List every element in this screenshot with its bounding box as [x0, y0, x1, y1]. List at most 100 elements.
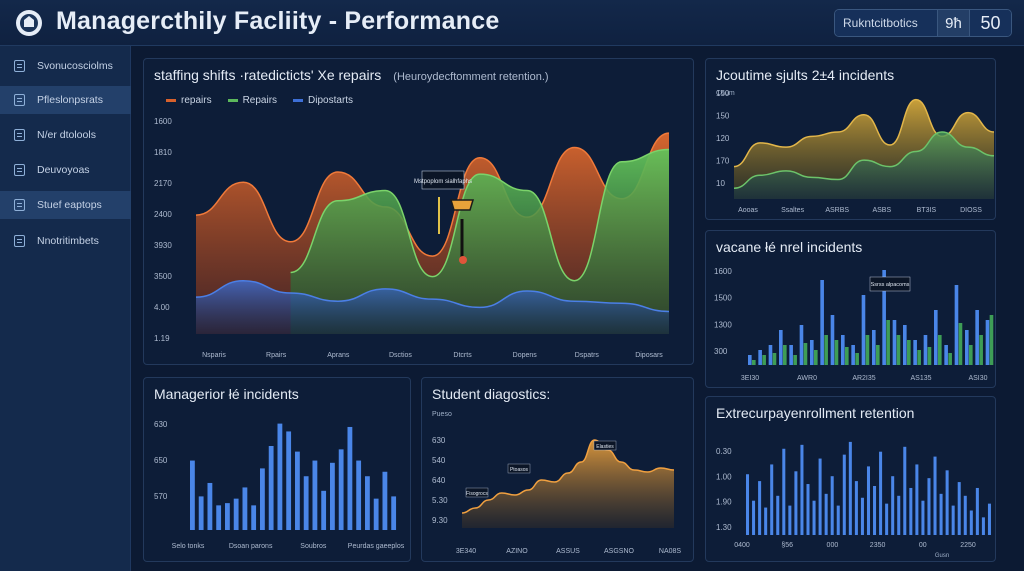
bottom-left-bar[interactable]	[242, 487, 248, 530]
bottom-right-bar[interactable]	[933, 456, 937, 535]
bottom-right-bar[interactable]	[963, 495, 967, 535]
mid-right-green-bar[interactable]	[876, 345, 880, 365]
bottom-right-bar[interactable]	[794, 471, 798, 535]
mid-right-blue-bar[interactable]	[975, 310, 979, 365]
mid-right-blue-bar[interactable]	[872, 330, 876, 365]
bottom-mid-annotations[interactable]: Fisogrocs Ptoasos Elasties	[465, 440, 617, 498]
bottom-right-bar[interactable]	[824, 493, 828, 535]
bottom-left-bar[interactable]	[277, 423, 283, 530]
bottom-right-bar[interactable]	[909, 487, 913, 535]
bottom-right-bar[interactable]	[921, 500, 925, 535]
mid-right-blue-bar[interactable]	[892, 320, 897, 365]
bottom-left-bar[interactable]	[347, 426, 353, 530]
mid-right-green-bar[interactable]	[969, 345, 973, 365]
mid-right-blue-bar[interactable]	[820, 280, 824, 365]
app-logo-icon[interactable]	[14, 8, 44, 38]
mid-right-green-bar[interactable]	[783, 345, 787, 365]
bottom-left-bar[interactable]	[356, 460, 362, 530]
header-toggle-button[interactable]: 9ħ	[937, 10, 969, 36]
mid-right-blue-bar[interactable]	[789, 345, 793, 365]
mid-right-green-bar[interactable]	[979, 335, 983, 365]
bottom-right-bar[interactable]	[830, 476, 834, 535]
mid-right-green-bar[interactable]	[907, 340, 911, 365]
mid-right-green-bar[interactable]	[772, 353, 777, 365]
bottom-left-bar[interactable]	[295, 451, 300, 530]
bottom-left-bar[interactable]	[391, 496, 397, 530]
bottom-right-bar[interactable]	[746, 474, 750, 535]
bottom-left-bar[interactable]	[373, 498, 379, 530]
bottom-right-bar[interactable]	[927, 478, 931, 535]
mid-right-green-bar[interactable]	[814, 350, 818, 365]
mid-right-blue-bar[interactable]	[851, 345, 855, 365]
legend-item-repairs-green[interactable]: Repairs	[227, 95, 277, 106]
mid-right-blue-bar[interactable]	[944, 345, 948, 365]
mid-right-green-bar[interactable]	[917, 350, 921, 365]
mid-right-green-bar[interactable]	[793, 355, 797, 365]
mid-right-green-bar[interactable]	[896, 335, 901, 365]
mid-right-blue-bar[interactable]	[841, 335, 845, 365]
bottom-left-bar[interactable]	[321, 490, 327, 530]
bottom-right-bar[interactable]	[854, 481, 858, 535]
mid-right-blue-bar[interactable]	[861, 295, 866, 365]
mid-right-blue-bar[interactable]	[830, 315, 835, 365]
header-search-input[interactable]	[835, 10, 937, 36]
bottom-left-bar[interactable]	[286, 431, 292, 530]
bottom-right-bar[interactable]	[866, 466, 870, 535]
bottom-left-bar[interactable]	[198, 496, 204, 530]
sidebar-item-1[interactable]: Svonucosciolms	[0, 52, 131, 80]
bottom-right-bar[interactable]	[770, 464, 774, 535]
bottom-left-bar[interactable]	[338, 449, 344, 530]
bottom-right-bar[interactable]	[764, 507, 768, 535]
mid-right-blue-bar[interactable]	[779, 330, 783, 365]
bottom-left-bar[interactable]	[330, 462, 335, 530]
bottom-left-bar[interactable]	[216, 505, 222, 530]
bottom-left-bar[interactable]	[260, 468, 265, 530]
mid-right-blue-bar[interactable]	[882, 270, 886, 365]
mid-right-green-bar[interactable]	[927, 347, 932, 365]
bottom-right-bar[interactable]	[981, 517, 985, 535]
bottom-right-bar[interactable]	[945, 470, 949, 535]
mid-right-blue-bar[interactable]	[799, 325, 804, 365]
bottom-left-bar[interactable]	[382, 471, 388, 530]
mid-right-blue-bar[interactable]	[903, 325, 907, 365]
mid-right-green-bar[interactable]	[886, 320, 890, 365]
bottom-right-bar[interactable]	[812, 500, 816, 535]
bottom-left-bar[interactable]	[365, 476, 370, 530]
main-annotation[interactable]: Mstpoplom sialhfaphs	[414, 170, 475, 264]
bottom-right-bar[interactable]	[987, 503, 991, 535]
mid-right-blue-bar[interactable]	[810, 340, 814, 365]
sidebar-item-4[interactable]: Deuvoyoas	[0, 156, 131, 184]
bottom-right-bar[interactable]	[969, 510, 973, 536]
bottom-right-bar[interactable]	[860, 497, 864, 535]
mid-right-blue-bar[interactable]	[748, 355, 752, 365]
bottom-right-bar[interactable]	[782, 448, 786, 535]
mid-right-green-bar[interactable]	[803, 343, 808, 365]
marker-dot[interactable]	[459, 256, 467, 264]
mid-right-blue-bar[interactable]	[934, 310, 938, 365]
mid-right-green-bar[interactable]	[855, 353, 859, 365]
mid-right-blue-bar[interactable]	[768, 345, 773, 365]
bottom-left-bar[interactable]	[225, 503, 230, 530]
bottom-right-bar[interactable]	[975, 487, 979, 535]
bottom-right-bar[interactable]	[836, 505, 840, 535]
bottom-right-bar[interactable]	[903, 446, 907, 535]
mid-right-green-bar[interactable]	[948, 353, 952, 365]
mid-right-green-bar[interactable]	[762, 355, 766, 365]
bottom-right-bar[interactable]	[957, 482, 961, 535]
mid-right-green-bar[interactable]	[938, 335, 942, 365]
sidebar-item-6[interactable]: Nnotritimbets	[0, 227, 131, 255]
bottom-left-bar[interactable]	[233, 498, 239, 530]
bottom-right-bar[interactable]	[848, 441, 852, 535]
mid-right-green-bar[interactable]	[824, 335, 828, 365]
bottom-right-bar[interactable]	[873, 486, 877, 535]
bottom-right-bar[interactable]	[800, 444, 804, 535]
bottom-right-bar[interactable]	[758, 481, 762, 535]
bottom-right-bar[interactable]	[842, 454, 846, 535]
mid-right-green-bar[interactable]	[752, 360, 756, 365]
bottom-right-bar[interactable]	[897, 495, 901, 535]
mid-right-blue-bar[interactable]	[965, 330, 969, 365]
bottom-left-bar[interactable]	[303, 476, 309, 530]
bottom-right-bar[interactable]	[776, 495, 780, 535]
bottom-left-bar[interactable]	[190, 460, 195, 530]
mid-right-annotation[interactable]: Ssrss alpacoms	[869, 276, 911, 292]
